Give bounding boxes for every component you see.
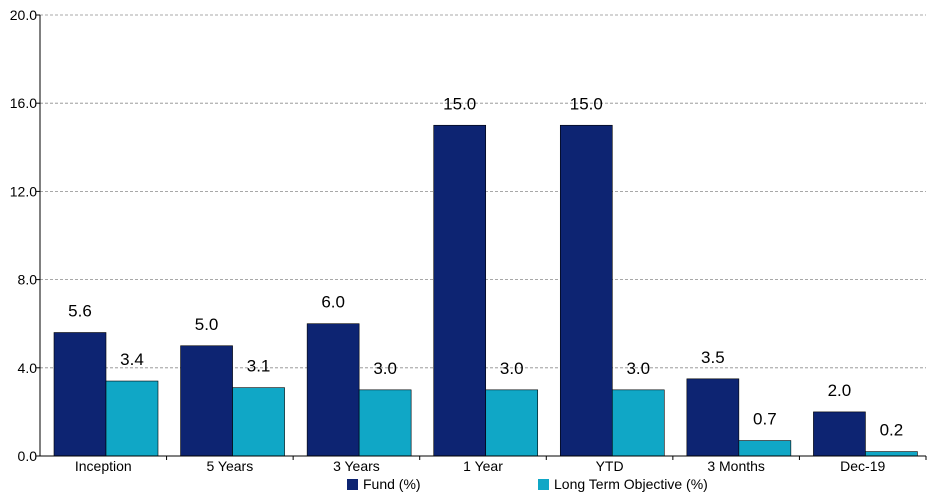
bar-s0-0 [53,332,107,457]
data-label-s0-0: 5.6 [68,302,92,321]
x-tick-label-6: Dec-19 [840,458,885,474]
x-tick-label-2: 3 Years [333,458,380,474]
bar-s1-5 [738,440,792,457]
data-label-s1-2: 3.0 [373,359,397,378]
y-tick-label-1: 4.0 [18,360,38,376]
bar-s0-3 [433,124,487,457]
data-label-s0-3: 15.0 [443,94,476,113]
data-labels: 5.6 3.4 5.0 3.1 6.0 3.0 15.0 3.0 15.0 3.0 3.5 0.7 2.… [68,94,903,439]
y-axis: 0.0 4.0 8.0 12.0 16.0 20.0 [10,7,41,464]
data-label-s1-1: 3.1 [247,357,271,376]
data-label-s0-6: 2.0 [828,381,852,400]
legend: Fund (%) Long Term Objective (%) [347,476,708,492]
y-tick-label-2: 8.0 [18,272,38,288]
bar-s1-2 [358,389,412,457]
bar-s1-3 [485,389,539,457]
legend-swatch-1 [538,479,549,490]
data-label-s0-2: 6.0 [321,293,345,312]
data-label-s0-5: 3.5 [701,348,725,367]
data-label-s1-3: 3.0 [500,359,524,378]
bar-s0-5 [686,378,740,457]
legend-swatch-0 [347,479,358,490]
x-axis: Inception 5 Years 3 Years 1 Year YTD 3 Months… [40,455,927,474]
data-label-s1-4: 3.0 [626,359,650,378]
data-label-s0-4: 15.0 [570,94,603,113]
bars [53,124,918,457]
data-label-s0-1: 5.0 [195,315,219,334]
y-tick-label-0: 0.0 [18,448,38,464]
x-tick-label-0: Inception [75,458,132,474]
legend-label-1: Long Term Objective (%) [554,476,708,492]
x-tick-label-4: YTD [596,458,624,474]
bar-s0-4 [559,124,613,457]
bar-s1-0 [105,380,159,457]
x-tick-label-1: 5 Years [206,458,253,474]
data-label-s1-6: 0.2 [880,421,904,440]
data-label-s1-5: 0.7 [753,410,777,429]
x-tick-label-5: 3 Months [707,458,765,474]
bar-s0-6 [813,411,866,457]
bar-s1-4 [611,389,665,457]
y-tick-label-3: 12.0 [10,183,37,199]
bar-s0-1 [180,345,233,457]
bar-s0-2 [306,323,360,457]
y-tick-label-5: 20.0 [10,7,37,23]
x-tick-label-3: 1 Year [463,458,503,474]
data-label-s1-0: 3.4 [120,350,144,369]
y-tick-label-4: 16.0 [10,95,37,111]
legend-label-0: Fund (%) [363,476,421,492]
bar-s1-6 [865,451,918,457]
bar-s1-1 [232,387,285,457]
